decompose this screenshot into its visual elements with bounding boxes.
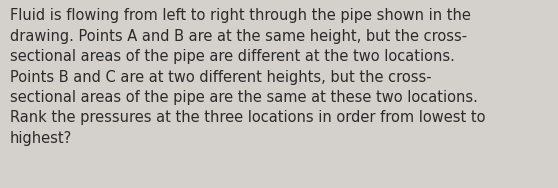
Text: Fluid is flowing from left to right through the pipe shown in the
drawing. Point: Fluid is flowing from left to right thro… <box>10 8 485 146</box>
